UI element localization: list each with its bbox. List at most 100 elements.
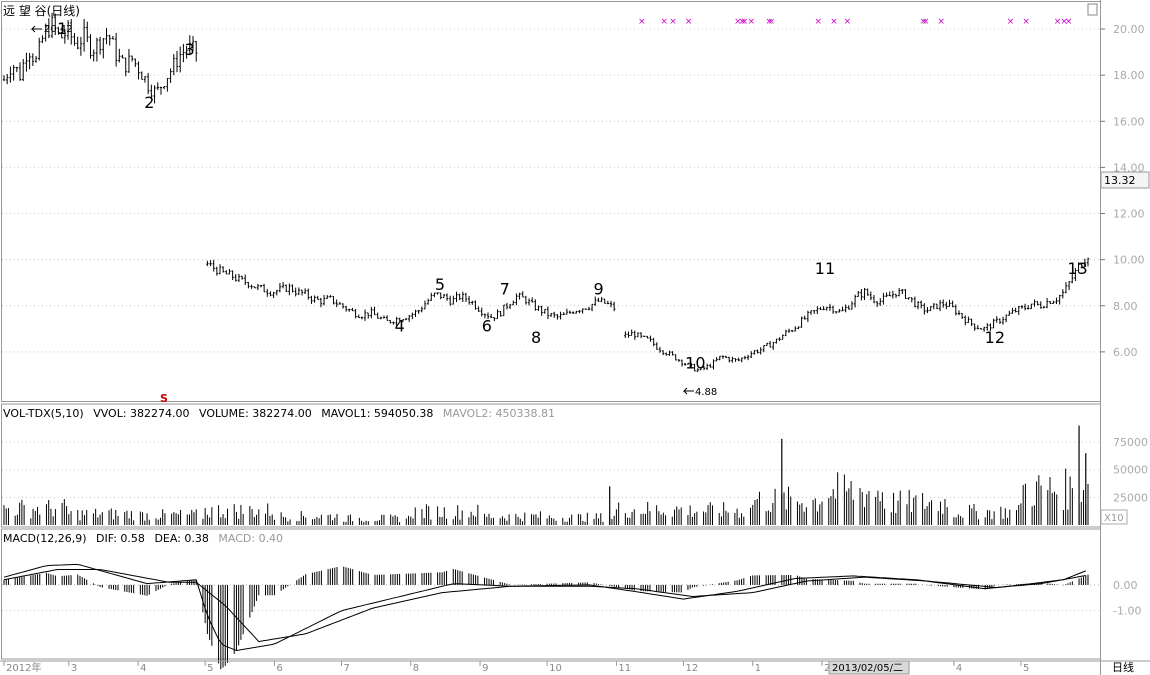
volume-indicator-name[interactable]: VOL-TDX(5,10)	[3, 407, 84, 420]
x-axis: 2012年345678910111212345	[0, 660, 1150, 674]
signal-markers: × × × × ××× × ×× × × × ×× × × × × ××	[638, 17, 1072, 27]
macd-axis: -1.00 0.00	[2, 579, 1141, 618]
signal-s-marker: S	[160, 392, 168, 405]
signal-cross: ×	[1065, 17, 1073, 27]
dif-line	[3, 563, 1086, 652]
x-tick-label: 4	[140, 663, 146, 674]
macd-tick-label: 0.00	[1113, 579, 1138, 592]
price-tick-label: 16.00	[1113, 115, 1145, 128]
mavol2-value: MAVOL2: 450338.81	[442, 407, 556, 420]
volume-bars	[3, 425, 1089, 525]
price-tick-label: 6.00	[1113, 346, 1138, 359]
x-tick-label: 5	[207, 663, 213, 674]
volume-panel-frame	[1, 403, 1101, 528]
x-tick-label: 1	[755, 663, 761, 674]
wave-label: 8	[531, 328, 541, 347]
cursor-date-label: 2013/02/05/二	[832, 663, 903, 674]
price-axis: 6.00 8.00 10.00 12.00 14.00 16.00 18.00 20.00	[1100, 23, 1145, 359]
current-price-badge	[1100, 171, 1150, 189]
signal-cross: ×	[815, 17, 823, 27]
high-arrow-icon	[30, 25, 42, 33]
current-price-value: 13.32	[1104, 174, 1136, 187]
x-tick-label: 8	[413, 663, 419, 674]
dea-line	[3, 569, 1086, 643]
x-tick-label: 6	[276, 663, 282, 674]
chart-title: 远 望 谷(日线)	[3, 2, 86, 19]
wave-label: 7	[500, 280, 510, 299]
signal-cross: ×	[669, 17, 677, 27]
wave-label: 3	[185, 40, 195, 59]
signal-cross: ×	[920, 17, 928, 27]
signal-cross: ×	[844, 17, 852, 27]
signal-cross: ×	[1054, 17, 1062, 27]
x-tick-label: 2	[824, 663, 830, 674]
volume-unit-label: X10	[1104, 513, 1124, 524]
signal-cross: ×	[830, 17, 838, 27]
wave-label: 13	[1067, 259, 1087, 278]
x-tick-label: 10	[549, 663, 562, 674]
signal-cross: ×	[937, 17, 945, 27]
wave-label: 2	[144, 93, 154, 112]
signal-cross: ×	[1060, 17, 1068, 27]
period-label[interactable]: 日线	[1112, 660, 1134, 674]
x-tick-label: 3	[71, 663, 77, 674]
volume-axis: 25000 50000 75000	[2, 436, 1148, 504]
macd-panel-frame	[1, 528, 1101, 660]
signal-cross: ×	[685, 17, 693, 27]
macd-tick-label: -1.00	[1113, 605, 1141, 618]
x-tick-label: 9	[482, 663, 488, 674]
wave-label: 12	[985, 328, 1005, 347]
low-arrow-icon	[682, 387, 694, 395]
macd-header: MACD(12,26,9) DIF: 0.58 DEA: 0.38 MACD: …	[3, 532, 289, 545]
x-tick-label: 5	[1023, 663, 1029, 674]
vvol-value: VVOL: 382274.00	[93, 407, 190, 420]
x-tick-label: 4	[956, 663, 962, 674]
low-price-label: 4.88	[695, 387, 717, 398]
price-tick-label: 8.00	[1113, 300, 1138, 313]
x-tick-label: 7	[343, 663, 349, 674]
wave-label: 10	[685, 353, 705, 372]
price-tick-label: 20.00	[1113, 23, 1145, 36]
price-tick-label: 14.00	[1113, 161, 1145, 174]
wave-label: 1	[57, 19, 67, 38]
signal-cross: ×	[765, 17, 773, 27]
macd-histogram	[3, 566, 1089, 670]
volume-value: VOLUME: 382274.00	[199, 407, 312, 420]
price-grid	[2, 28, 1100, 353]
dea-value: DEA: 0.38	[154, 532, 209, 545]
x-tick-label: 2012年	[6, 661, 41, 674]
signal-cross: ×	[748, 17, 756, 27]
signal-cross: ×	[734, 17, 742, 27]
wave-label: 9	[594, 280, 604, 299]
cursor-date-box	[828, 660, 910, 675]
x-tick-label: 12	[685, 663, 698, 674]
volume-header: VOL-TDX(5,10) VVOL: 382274.00 VOLUME: 38…	[3, 407, 561, 420]
signal-cross: ×	[1022, 17, 1030, 27]
high-price-label: 20.42	[44, 24, 73, 35]
signal-cross: ×	[741, 17, 749, 27]
signal-cross: ×	[739, 17, 747, 27]
price-tick-label: 18.00	[1113, 69, 1145, 82]
wave-label: 11	[815, 259, 835, 278]
signal-cross: ×	[660, 17, 668, 27]
macd-indicator-name[interactable]: MACD(12,26,9)	[3, 532, 87, 545]
signal-cross: ×	[768, 17, 776, 27]
volume-tick-label: 75000	[1113, 436, 1148, 449]
price-tick-label: 10.00	[1113, 254, 1145, 267]
panel-toggle-icon[interactable]	[1087, 3, 1098, 16]
wave-label: 5	[435, 275, 445, 294]
wave-label: 4	[395, 317, 405, 336]
dif-value: DIF: 0.58	[96, 532, 145, 545]
macd-value: MACD: 0.40	[218, 532, 284, 545]
signal-cross: ×	[1007, 17, 1015, 27]
wave-label: 6	[482, 317, 492, 336]
macd-lines	[3, 563, 1086, 652]
signal-cross: ×	[638, 17, 646, 27]
price-panel-frame	[1, 1, 1101, 402]
volume-unit-badge	[1100, 509, 1128, 525]
candlestick-series	[2, 12, 1090, 372]
mavol1-value: MAVOL1: 594050.38	[321, 407, 434, 420]
x-tick-label: 11	[618, 663, 631, 674]
